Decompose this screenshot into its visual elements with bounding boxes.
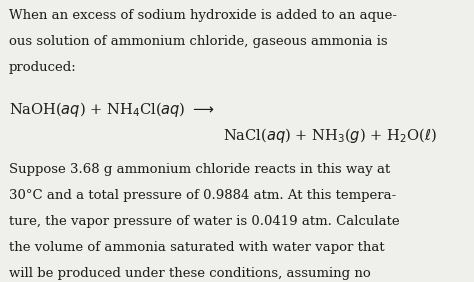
Text: Suppose 3.68 g ammonium chloride reacts in this way at: Suppose 3.68 g ammonium chloride reacts … bbox=[9, 163, 390, 176]
Text: produced:: produced: bbox=[9, 61, 76, 74]
Text: ture, the vapor pressure of water is 0.0419 atm. Calculate: ture, the vapor pressure of water is 0.0… bbox=[9, 215, 399, 228]
Text: NaCl($\mathit{aq}$) + NH$_3$($\mathit{g}$) + H$_2$O($\ell$): NaCl($\mathit{aq}$) + NH$_3$($\mathit{g}… bbox=[223, 126, 437, 145]
Text: ous solution of ammonium chloride, gaseous ammonia is: ous solution of ammonium chloride, gaseo… bbox=[9, 35, 387, 48]
Text: 30°C and a total pressure of 0.9884 atm. At this tempera-: 30°C and a total pressure of 0.9884 atm.… bbox=[9, 189, 396, 202]
Text: When an excess of sodium hydroxide is added to an aque-: When an excess of sodium hydroxide is ad… bbox=[9, 9, 397, 22]
Text: NaOH($\mathit{aq}$) + NH$_4$Cl($\mathit{aq}$) $\longrightarrow$: NaOH($\mathit{aq}$) + NH$_4$Cl($\mathit{… bbox=[9, 100, 214, 119]
Text: the volume of ammonia saturated with water vapor that: the volume of ammonia saturated with wat… bbox=[9, 241, 384, 254]
Text: will be produced under these conditions, assuming no: will be produced under these conditions,… bbox=[9, 267, 370, 280]
